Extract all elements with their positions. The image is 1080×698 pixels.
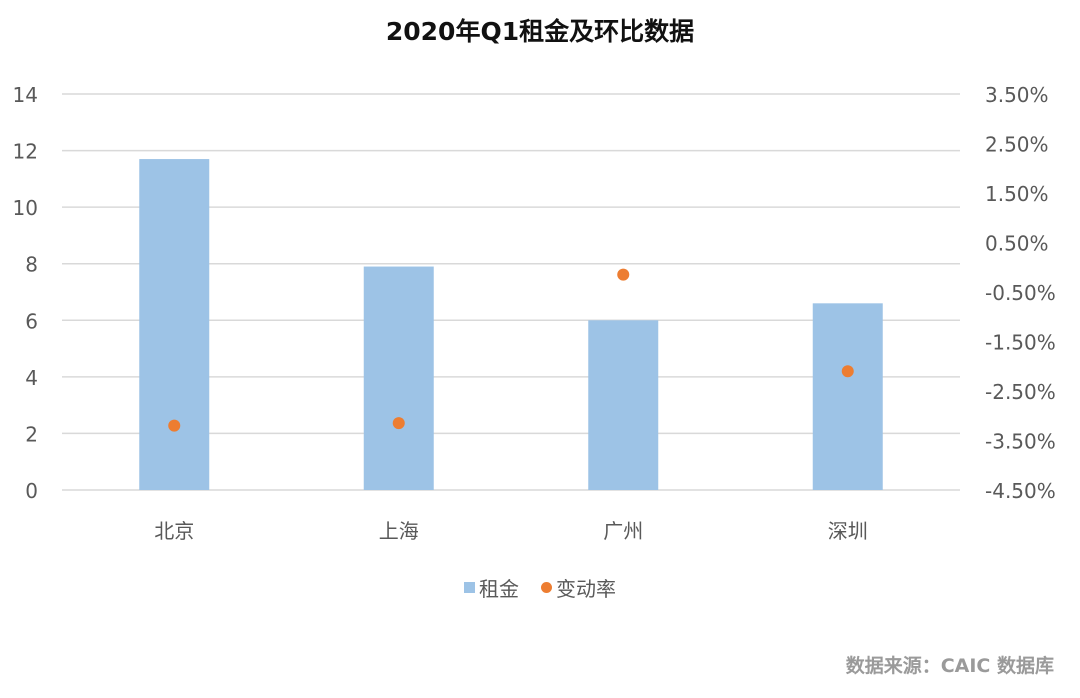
right-axis-ticks: -4.50% -3.50% -2.50% -1.50% -0.50% 0.50% 1.50%… xyxy=(985,83,1056,503)
left-tick-label: 4 xyxy=(25,366,38,390)
bar xyxy=(363,266,434,490)
bar xyxy=(588,320,659,490)
chart-title: 2020年Q1租金及环比数据 xyxy=(385,17,695,46)
x-tick-label: 广州 xyxy=(603,519,643,543)
bar xyxy=(812,303,883,490)
right-tick-label: -4.50% xyxy=(985,479,1056,503)
right-tick-label: -1.50% xyxy=(985,331,1056,355)
right-tick-label: 3.50% xyxy=(985,83,1049,107)
dot xyxy=(841,365,854,378)
legend: 租金 变动率 xyxy=(0,573,1080,602)
chart-plot: 0 2 4 6 8 10 12 14 -4.50% -3.50% -2.50% -1.50% -0.5… xyxy=(13,83,1056,543)
legend-label: 租金 xyxy=(479,577,519,601)
left-tick-label: 6 xyxy=(25,309,38,333)
left-tick-label: 12 xyxy=(13,140,38,164)
x-tick-label: 深圳 xyxy=(828,519,868,543)
left-tick-label: 2 xyxy=(25,422,38,446)
legend-item-rent: 租金 xyxy=(464,573,519,602)
left-tick-label: 14 xyxy=(13,83,38,107)
right-tick-label: -3.50% xyxy=(985,430,1056,454)
x-tick-label: 北京 xyxy=(154,519,194,543)
legend-label: 变动率 xyxy=(556,577,616,601)
rent-bars xyxy=(139,159,883,491)
right-tick-label: -0.50% xyxy=(985,281,1056,305)
gridlines xyxy=(62,93,960,491)
left-axis-ticks: 0 2 4 6 8 10 12 14 xyxy=(13,83,38,503)
right-tick-label: 0.50% xyxy=(985,232,1049,256)
dot xyxy=(168,419,181,432)
right-tick-label: 2.50% xyxy=(985,133,1049,157)
x-axis-labels: 北京 上海 广州 深圳 xyxy=(154,519,868,543)
left-tick-label: 10 xyxy=(13,196,38,220)
right-tick-label: 1.50% xyxy=(985,182,1049,206)
dot xyxy=(617,268,630,281)
legend-square-icon xyxy=(464,582,475,593)
dot xyxy=(392,417,405,430)
data-source: 数据来源：CAIC 数据库 xyxy=(845,655,1054,677)
legend-circle-icon xyxy=(541,582,552,593)
x-tick-label: 上海 xyxy=(379,519,419,543)
right-tick-label: -2.50% xyxy=(985,380,1056,404)
left-tick-label: 8 xyxy=(25,253,38,277)
left-tick-label: 0 xyxy=(25,479,38,503)
bar xyxy=(139,159,210,491)
change-rate-dots xyxy=(168,268,854,432)
legend-item-change-rate: 变动率 xyxy=(541,573,616,602)
